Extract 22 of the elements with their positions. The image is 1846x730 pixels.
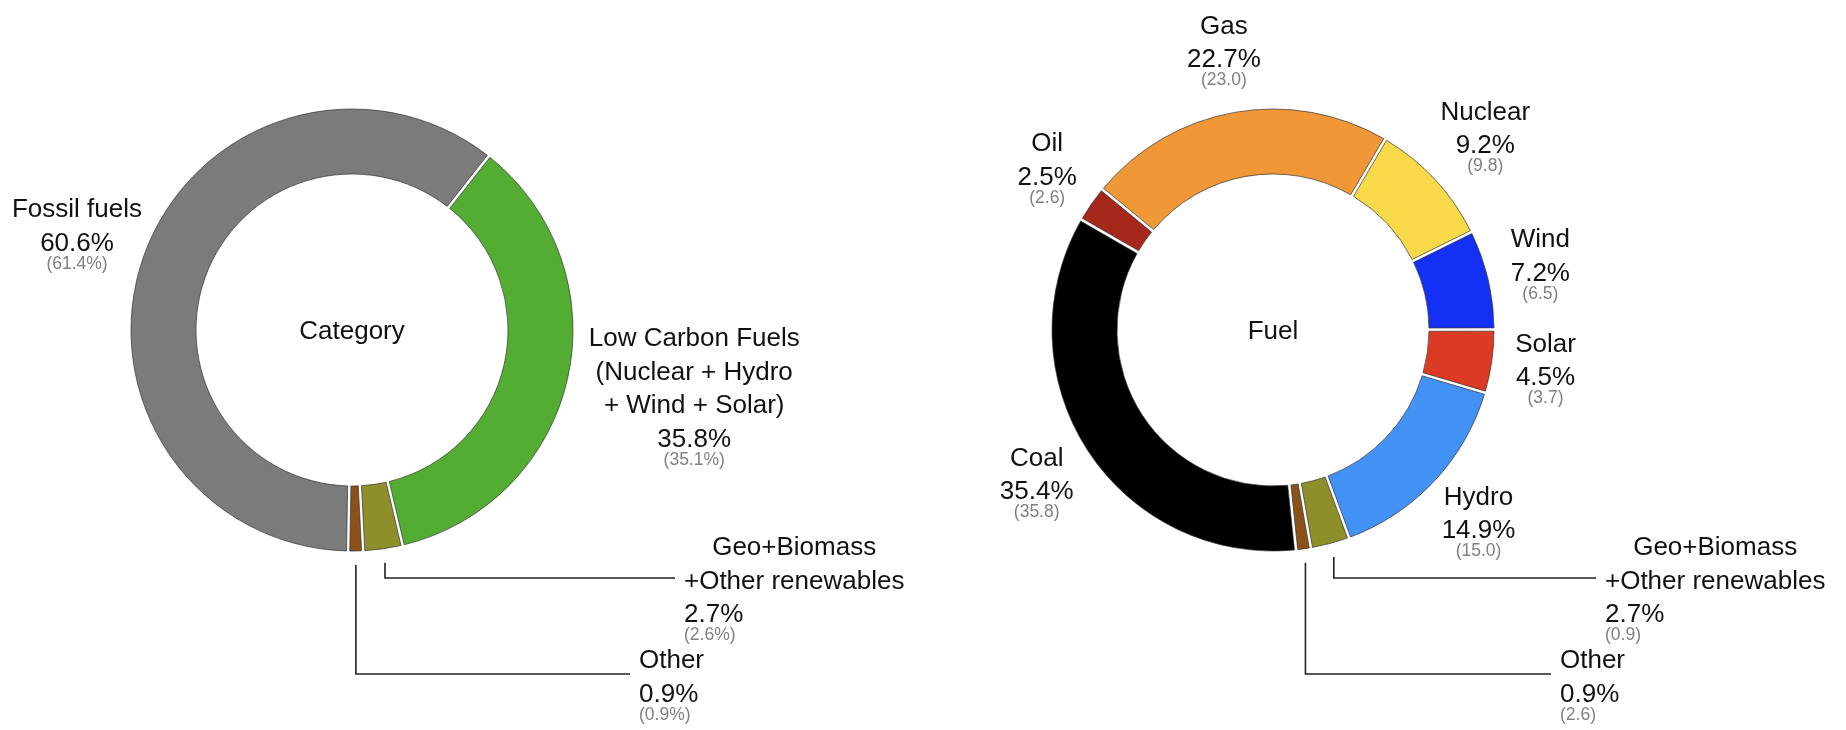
slice-label: Low Carbon Fuels (Nuclear + Hydro + Wind + Solar) <box>588 322 800 420</box>
slice-label: Wind <box>1510 223 1570 254</box>
text: (23.0) <box>1201 69 1247 90</box>
text: (3.7) <box>1527 387 1564 408</box>
slice-label: Nuclear <box>1440 95 1531 126</box>
slice-label: Fossil fuels <box>12 193 143 224</box>
text: Category <box>299 315 405 346</box>
text: (15.0) <box>1455 540 1502 561</box>
slice-label: Solar <box>1515 327 1577 358</box>
slice-label: Coal <box>1009 441 1064 472</box>
slice-label: Gas <box>1200 9 1248 40</box>
slice-label: Other <box>1560 644 1626 674</box>
donut-slice <box>1103 108 1385 230</box>
text: Fuel <box>1247 315 1299 346</box>
text: (35.8) <box>1013 501 1060 522</box>
text: (9.8) <box>1467 155 1504 176</box>
slice-label: Geo+Biomass +Other renewables <box>684 531 905 595</box>
donut-slice <box>1081 190 1152 252</box>
slice-label: Other <box>639 644 705 674</box>
slice-label: Oil <box>1031 127 1064 158</box>
slice-label: Hydro <box>1443 480 1514 511</box>
slice-label: Geo+Biomass +Other renewables <box>1605 531 1826 595</box>
